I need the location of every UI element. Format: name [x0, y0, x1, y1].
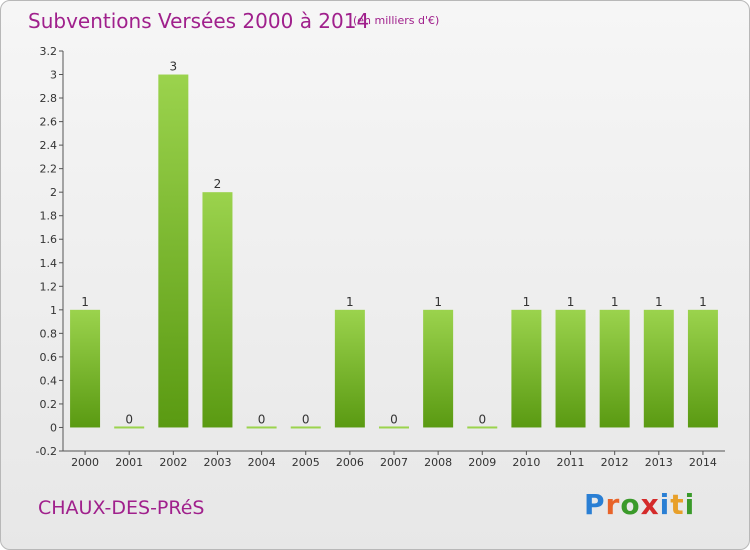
x-tick-label: 2014 — [689, 456, 717, 469]
y-tick-label: 1.8 — [40, 210, 58, 223]
y-tick-label: 3.2 — [40, 45, 58, 58]
bar — [290, 426, 321, 429]
city-name: CHAUX-DES-PRéS — [38, 497, 205, 519]
logo-letter: i — [684, 488, 696, 521]
proxiti-logo: Proxiti — [584, 488, 695, 521]
bar — [467, 426, 498, 429]
bar-value-label: 0 — [478, 412, 486, 426]
x-tick-label: 2012 — [601, 456, 629, 469]
logo-letter: t — [670, 488, 685, 521]
bar — [599, 309, 630, 428]
bar — [158, 74, 189, 428]
bar-value-label: 3 — [170, 60, 178, 74]
y-tick-label: 0 — [50, 421, 57, 434]
y-tick-label: 0.4 — [40, 374, 58, 387]
bar-value-label: 2 — [214, 177, 222, 191]
bar-value-label: 1 — [655, 295, 663, 309]
y-tick-label: 2.8 — [40, 92, 58, 105]
y-tick-label: 2 — [50, 186, 57, 199]
x-tick-label: 2001 — [115, 456, 143, 469]
chart-title: Subventions Versées 2000 à 2014 — [28, 9, 370, 33]
y-tick-label: -0.2 — [36, 445, 57, 458]
y-tick-label: 0.8 — [40, 327, 58, 340]
x-tick-label: 2005 — [292, 456, 320, 469]
y-tick-label: 0.6 — [40, 351, 58, 364]
x-tick-label: 2006 — [336, 456, 364, 469]
bar — [379, 426, 409, 429]
bar-value-label: 1 — [611, 295, 619, 309]
y-tick-label: 1 — [50, 304, 57, 317]
logo-letter: i — [659, 488, 671, 521]
bar — [687, 309, 718, 428]
y-tick-label: 1.2 — [40, 280, 58, 293]
bar — [334, 309, 365, 428]
y-tick-label: 1.4 — [40, 257, 58, 270]
bar — [511, 309, 542, 428]
y-tick-label: 2.2 — [40, 163, 58, 176]
y-tick-label: 2.4 — [40, 139, 58, 152]
y-tick-label: 0.2 — [40, 398, 58, 411]
x-tick-label: 2013 — [645, 456, 673, 469]
bar — [246, 426, 277, 429]
x-tick-label: 2003 — [203, 456, 231, 469]
logo-letter: P — [584, 488, 606, 521]
bar-value-label: 1 — [346, 295, 354, 309]
x-tick-label: 2000 — [71, 456, 99, 469]
y-tick-label: 1.6 — [40, 233, 58, 246]
bar-value-label: 1 — [567, 295, 575, 309]
bar — [202, 192, 233, 428]
x-tick-label: 2002 — [159, 456, 187, 469]
bar-value-label: 0 — [125, 412, 133, 426]
bar — [70, 309, 101, 428]
bar-value-label: 1 — [81, 295, 89, 309]
bar-value-label: 0 — [390, 412, 398, 426]
bar-value-label: 1 — [434, 295, 442, 309]
x-tick-label: 2009 — [468, 456, 496, 469]
logo-letter: r — [605, 488, 621, 521]
bar — [555, 309, 586, 428]
x-tick-label: 2004 — [248, 456, 276, 469]
chart-subtitle: (en milliers d'€) — [353, 14, 440, 27]
logo-letter: x — [640, 488, 660, 521]
bar-value-label: 1 — [523, 295, 531, 309]
bar — [114, 426, 145, 429]
bar — [423, 309, 454, 428]
x-tick-label: 2008 — [424, 456, 452, 469]
bar — [643, 309, 674, 428]
bar-value-label: 1 — [699, 295, 707, 309]
logo-letter: o — [620, 488, 641, 521]
y-tick-label: 3 — [50, 69, 57, 82]
x-tick-label: 2010 — [512, 456, 540, 469]
x-tick-label: 2011 — [557, 456, 585, 469]
bar-value-label: 0 — [302, 412, 310, 426]
bar-value-label: 0 — [258, 412, 266, 426]
y-tick-label: 2.6 — [40, 116, 58, 129]
x-tick-label: 2007 — [380, 456, 408, 469]
